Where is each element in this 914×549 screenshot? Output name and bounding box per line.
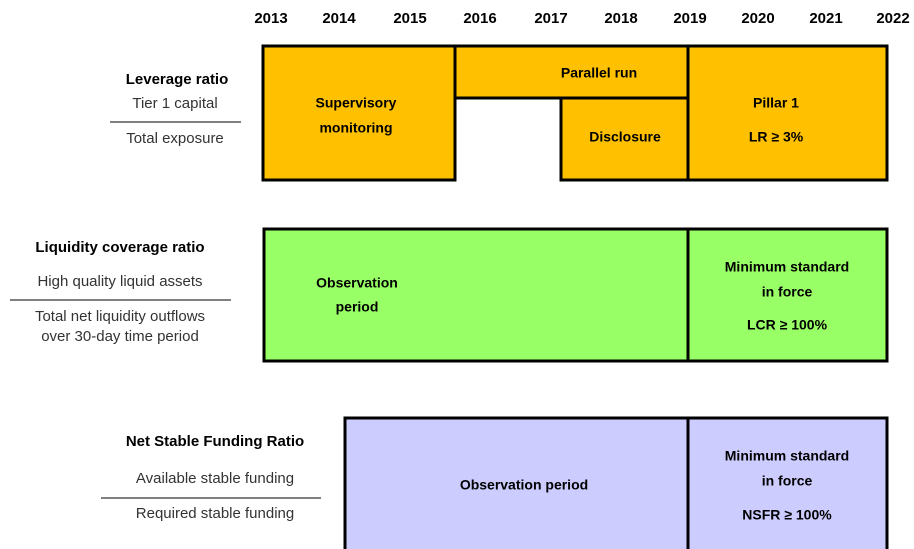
phase-text: period bbox=[336, 299, 379, 315]
year: 2013 bbox=[254, 10, 287, 27]
row-title: Net Stable Funding Ratio bbox=[126, 433, 304, 450]
year: 2015 bbox=[393, 10, 426, 27]
phase-text: in force bbox=[762, 284, 813, 300]
phase-text: Observation period bbox=[460, 477, 588, 493]
phase-text: Minimum standard bbox=[725, 259, 849, 275]
denominator: over 30-day time period bbox=[41, 328, 199, 345]
phase-text: in force bbox=[762, 473, 813, 489]
phase-text: Minimum standard bbox=[725, 448, 849, 464]
numerator: High quality liquid assets bbox=[37, 273, 202, 290]
numerator: Available stable funding bbox=[136, 470, 294, 487]
phase-text: Parallel run bbox=[561, 65, 637, 81]
year: 2017 bbox=[534, 10, 567, 27]
phase-text: monitoring bbox=[319, 120, 392, 136]
phase-box bbox=[261, 44, 457, 182]
row-title: Leverage ratio bbox=[126, 71, 229, 88]
phase-box bbox=[559, 96, 690, 182]
year: 2020 bbox=[741, 10, 774, 27]
phase-text: Observation bbox=[316, 275, 398, 291]
denominator: Total exposure bbox=[126, 130, 224, 147]
phase-text: LR ≥ 3% bbox=[749, 129, 804, 145]
numerator: Tier 1 capital bbox=[132, 95, 217, 112]
years: 2013 2014 2015 2016 2017 2018 2019 2020 … bbox=[254, 10, 909, 27]
denominator: Required stable funding bbox=[136, 505, 294, 522]
phase-box bbox=[343, 416, 690, 549]
phase-text: Supervisory bbox=[316, 95, 397, 111]
phase-text: Pillar 1 bbox=[753, 95, 799, 111]
year: 2022 bbox=[876, 10, 909, 27]
phase-text: LCR ≥ 100% bbox=[747, 317, 828, 333]
phase-box bbox=[262, 227, 690, 363]
year: 2021 bbox=[809, 10, 842, 27]
year: 2018 bbox=[604, 10, 637, 27]
phase-box bbox=[686, 227, 889, 363]
row-title: Liquidity coverage ratio bbox=[35, 239, 204, 256]
phase-box bbox=[686, 416, 889, 549]
phase-text: NSFR ≥ 100% bbox=[742, 507, 832, 523]
phase-text: Disclosure bbox=[589, 129, 661, 145]
year: 2016 bbox=[463, 10, 496, 27]
year: 2019 bbox=[673, 10, 706, 27]
year: 2014 bbox=[322, 10, 356, 27]
phase-box bbox=[686, 44, 889, 182]
denominator: Total net liquidity outflows bbox=[35, 308, 205, 325]
